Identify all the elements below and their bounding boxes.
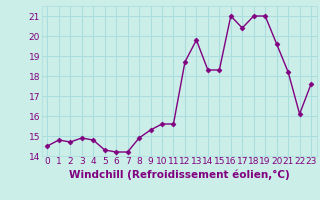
- X-axis label: Windchill (Refroidissement éolien,°C): Windchill (Refroidissement éolien,°C): [69, 169, 290, 180]
